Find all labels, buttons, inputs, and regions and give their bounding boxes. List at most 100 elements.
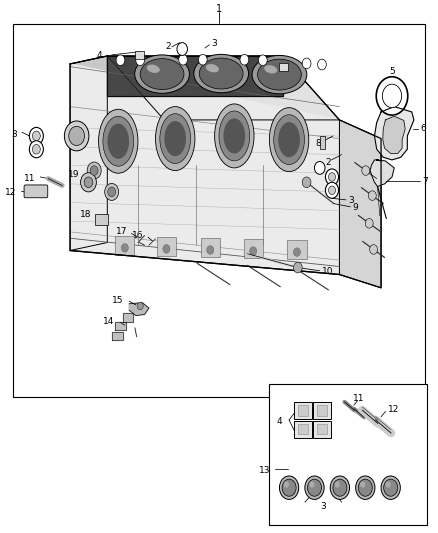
- Ellipse shape: [160, 114, 191, 164]
- Text: 3: 3: [211, 39, 217, 47]
- Circle shape: [376, 77, 408, 115]
- Text: 17: 17: [116, 228, 127, 236]
- Text: 11: 11: [353, 394, 365, 403]
- Text: 3: 3: [12, 130, 18, 139]
- Bar: [95, 214, 108, 225]
- Ellipse shape: [279, 476, 299, 499]
- Circle shape: [69, 126, 85, 146]
- Ellipse shape: [99, 109, 138, 173]
- Text: 14: 14: [103, 318, 115, 326]
- Text: 1: 1: [216, 4, 222, 14]
- Ellipse shape: [384, 479, 398, 496]
- Text: 2: 2: [325, 158, 331, 167]
- Text: 12: 12: [388, 405, 399, 414]
- Ellipse shape: [358, 479, 372, 496]
- Bar: [13, 24, 425, 397]
- Polygon shape: [112, 332, 123, 340]
- Circle shape: [325, 169, 339, 185]
- Text: 10: 10: [322, 268, 333, 276]
- Circle shape: [328, 173, 336, 181]
- Ellipse shape: [147, 64, 160, 73]
- Text: 7: 7: [422, 177, 427, 185]
- Ellipse shape: [269, 108, 309, 172]
- Polygon shape: [107, 56, 283, 96]
- Bar: [294, 421, 312, 438]
- Ellipse shape: [307, 479, 321, 496]
- Ellipse shape: [223, 118, 245, 154]
- Text: 11: 11: [122, 240, 134, 248]
- Circle shape: [314, 161, 325, 174]
- Circle shape: [302, 58, 311, 69]
- Polygon shape: [370, 160, 394, 187]
- Circle shape: [365, 219, 373, 228]
- Bar: [201, 238, 220, 257]
- Circle shape: [29, 141, 43, 158]
- Polygon shape: [374, 107, 414, 160]
- Text: 2: 2: [166, 43, 171, 51]
- Ellipse shape: [219, 111, 250, 161]
- Text: 6: 6: [420, 125, 426, 133]
- Circle shape: [29, 127, 43, 144]
- Bar: [294, 402, 312, 419]
- Circle shape: [81, 173, 96, 192]
- Ellipse shape: [330, 476, 350, 499]
- Circle shape: [177, 43, 187, 55]
- Circle shape: [258, 55, 267, 66]
- Ellipse shape: [356, 476, 375, 499]
- Circle shape: [240, 54, 249, 65]
- Ellipse shape: [305, 476, 324, 499]
- Ellipse shape: [360, 481, 365, 488]
- Circle shape: [64, 121, 89, 151]
- Text: 18: 18: [80, 210, 91, 219]
- Text: 13: 13: [259, 466, 271, 474]
- Circle shape: [328, 186, 336, 195]
- Ellipse shape: [215, 104, 254, 168]
- Ellipse shape: [135, 55, 189, 93]
- Circle shape: [250, 247, 257, 255]
- Text: 5: 5: [389, 68, 395, 76]
- Ellipse shape: [278, 122, 300, 157]
- Bar: [157, 237, 176, 256]
- Circle shape: [32, 131, 40, 141]
- Circle shape: [116, 55, 125, 66]
- Circle shape: [293, 262, 302, 273]
- Circle shape: [121, 244, 128, 252]
- Bar: [317, 405, 327, 416]
- Circle shape: [90, 166, 98, 175]
- Bar: [313, 402, 331, 419]
- Circle shape: [137, 302, 143, 310]
- Text: 12: 12: [5, 189, 17, 197]
- Circle shape: [302, 177, 311, 188]
- Bar: [287, 240, 307, 259]
- Text: 16: 16: [132, 231, 144, 240]
- Circle shape: [207, 246, 214, 254]
- Ellipse shape: [282, 479, 296, 496]
- Ellipse shape: [335, 481, 340, 488]
- Text: 19: 19: [68, 171, 80, 179]
- Ellipse shape: [309, 481, 314, 488]
- Ellipse shape: [258, 59, 301, 90]
- Ellipse shape: [264, 65, 277, 74]
- Polygon shape: [115, 322, 126, 330]
- Circle shape: [163, 245, 170, 253]
- Ellipse shape: [381, 476, 400, 499]
- Ellipse shape: [194, 54, 249, 93]
- Ellipse shape: [284, 481, 289, 488]
- Circle shape: [382, 84, 402, 108]
- Bar: [313, 421, 331, 438]
- Text: 4: 4: [97, 52, 102, 60]
- Circle shape: [108, 187, 116, 197]
- Polygon shape: [339, 120, 381, 288]
- Ellipse shape: [206, 64, 219, 72]
- Circle shape: [84, 177, 93, 188]
- Ellipse shape: [107, 124, 129, 159]
- Bar: [279, 63, 288, 71]
- Ellipse shape: [333, 479, 347, 496]
- Bar: [115, 236, 134, 255]
- Circle shape: [293, 248, 300, 256]
- Text: 9: 9: [353, 204, 358, 212]
- Bar: [317, 424, 327, 434]
- Circle shape: [179, 54, 187, 65]
- Bar: [244, 239, 263, 258]
- Ellipse shape: [103, 116, 134, 166]
